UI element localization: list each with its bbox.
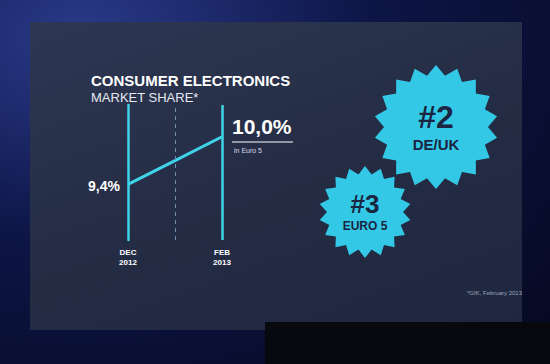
svg-text:2012: 2012 — [119, 258, 137, 267]
svg-text:*GfK, February 2013: *GfK, February 2013 — [467, 290, 523, 296]
svg-text:CONSUMER ELECTRONICS: CONSUMER ELECTRONICS — [91, 72, 290, 89]
svg-text:FEB: FEB — [214, 248, 230, 257]
svg-text:DE/UK: DE/UK — [413, 136, 460, 153]
svg-text:DEC: DEC — [120, 248, 137, 257]
svg-text:#2: #2 — [418, 99, 454, 135]
svg-text:9,4%: 9,4% — [88, 178, 120, 194]
svg-text:2013: 2013 — [213, 258, 231, 267]
svg-text:#3: #3 — [351, 189, 380, 219]
svg-text:in Euro 5: in Euro 5 — [234, 147, 262, 154]
svg-text:MARKET SHARE*: MARKET SHARE* — [91, 90, 198, 105]
svg-text:EURO 5: EURO 5 — [343, 219, 388, 233]
svg-text:10,0%: 10,0% — [232, 115, 292, 138]
